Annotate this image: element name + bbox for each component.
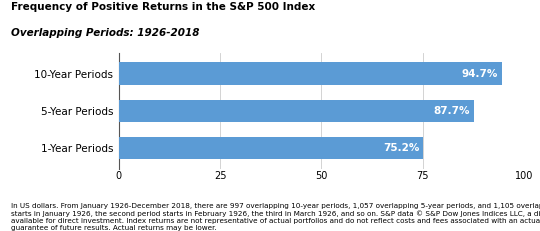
Text: In US dollars. From January 1926-December 2018, there are 997 overlapping 10-yea: In US dollars. From January 1926-Decembe… [11, 203, 540, 231]
Text: Overlapping Periods: 1926-2018: Overlapping Periods: 1926-2018 [11, 28, 199, 38]
Bar [119, 137, 423, 159]
Bar [119, 62, 502, 85]
Text: 94.7%: 94.7% [462, 69, 498, 79]
Bar [119, 100, 474, 122]
Text: Frequency of Positive Returns in the S&P 500 Index: Frequency of Positive Returns in the S&P… [11, 2, 315, 12]
Text: 75.2%: 75.2% [383, 143, 420, 153]
Text: 87.7%: 87.7% [434, 106, 470, 116]
